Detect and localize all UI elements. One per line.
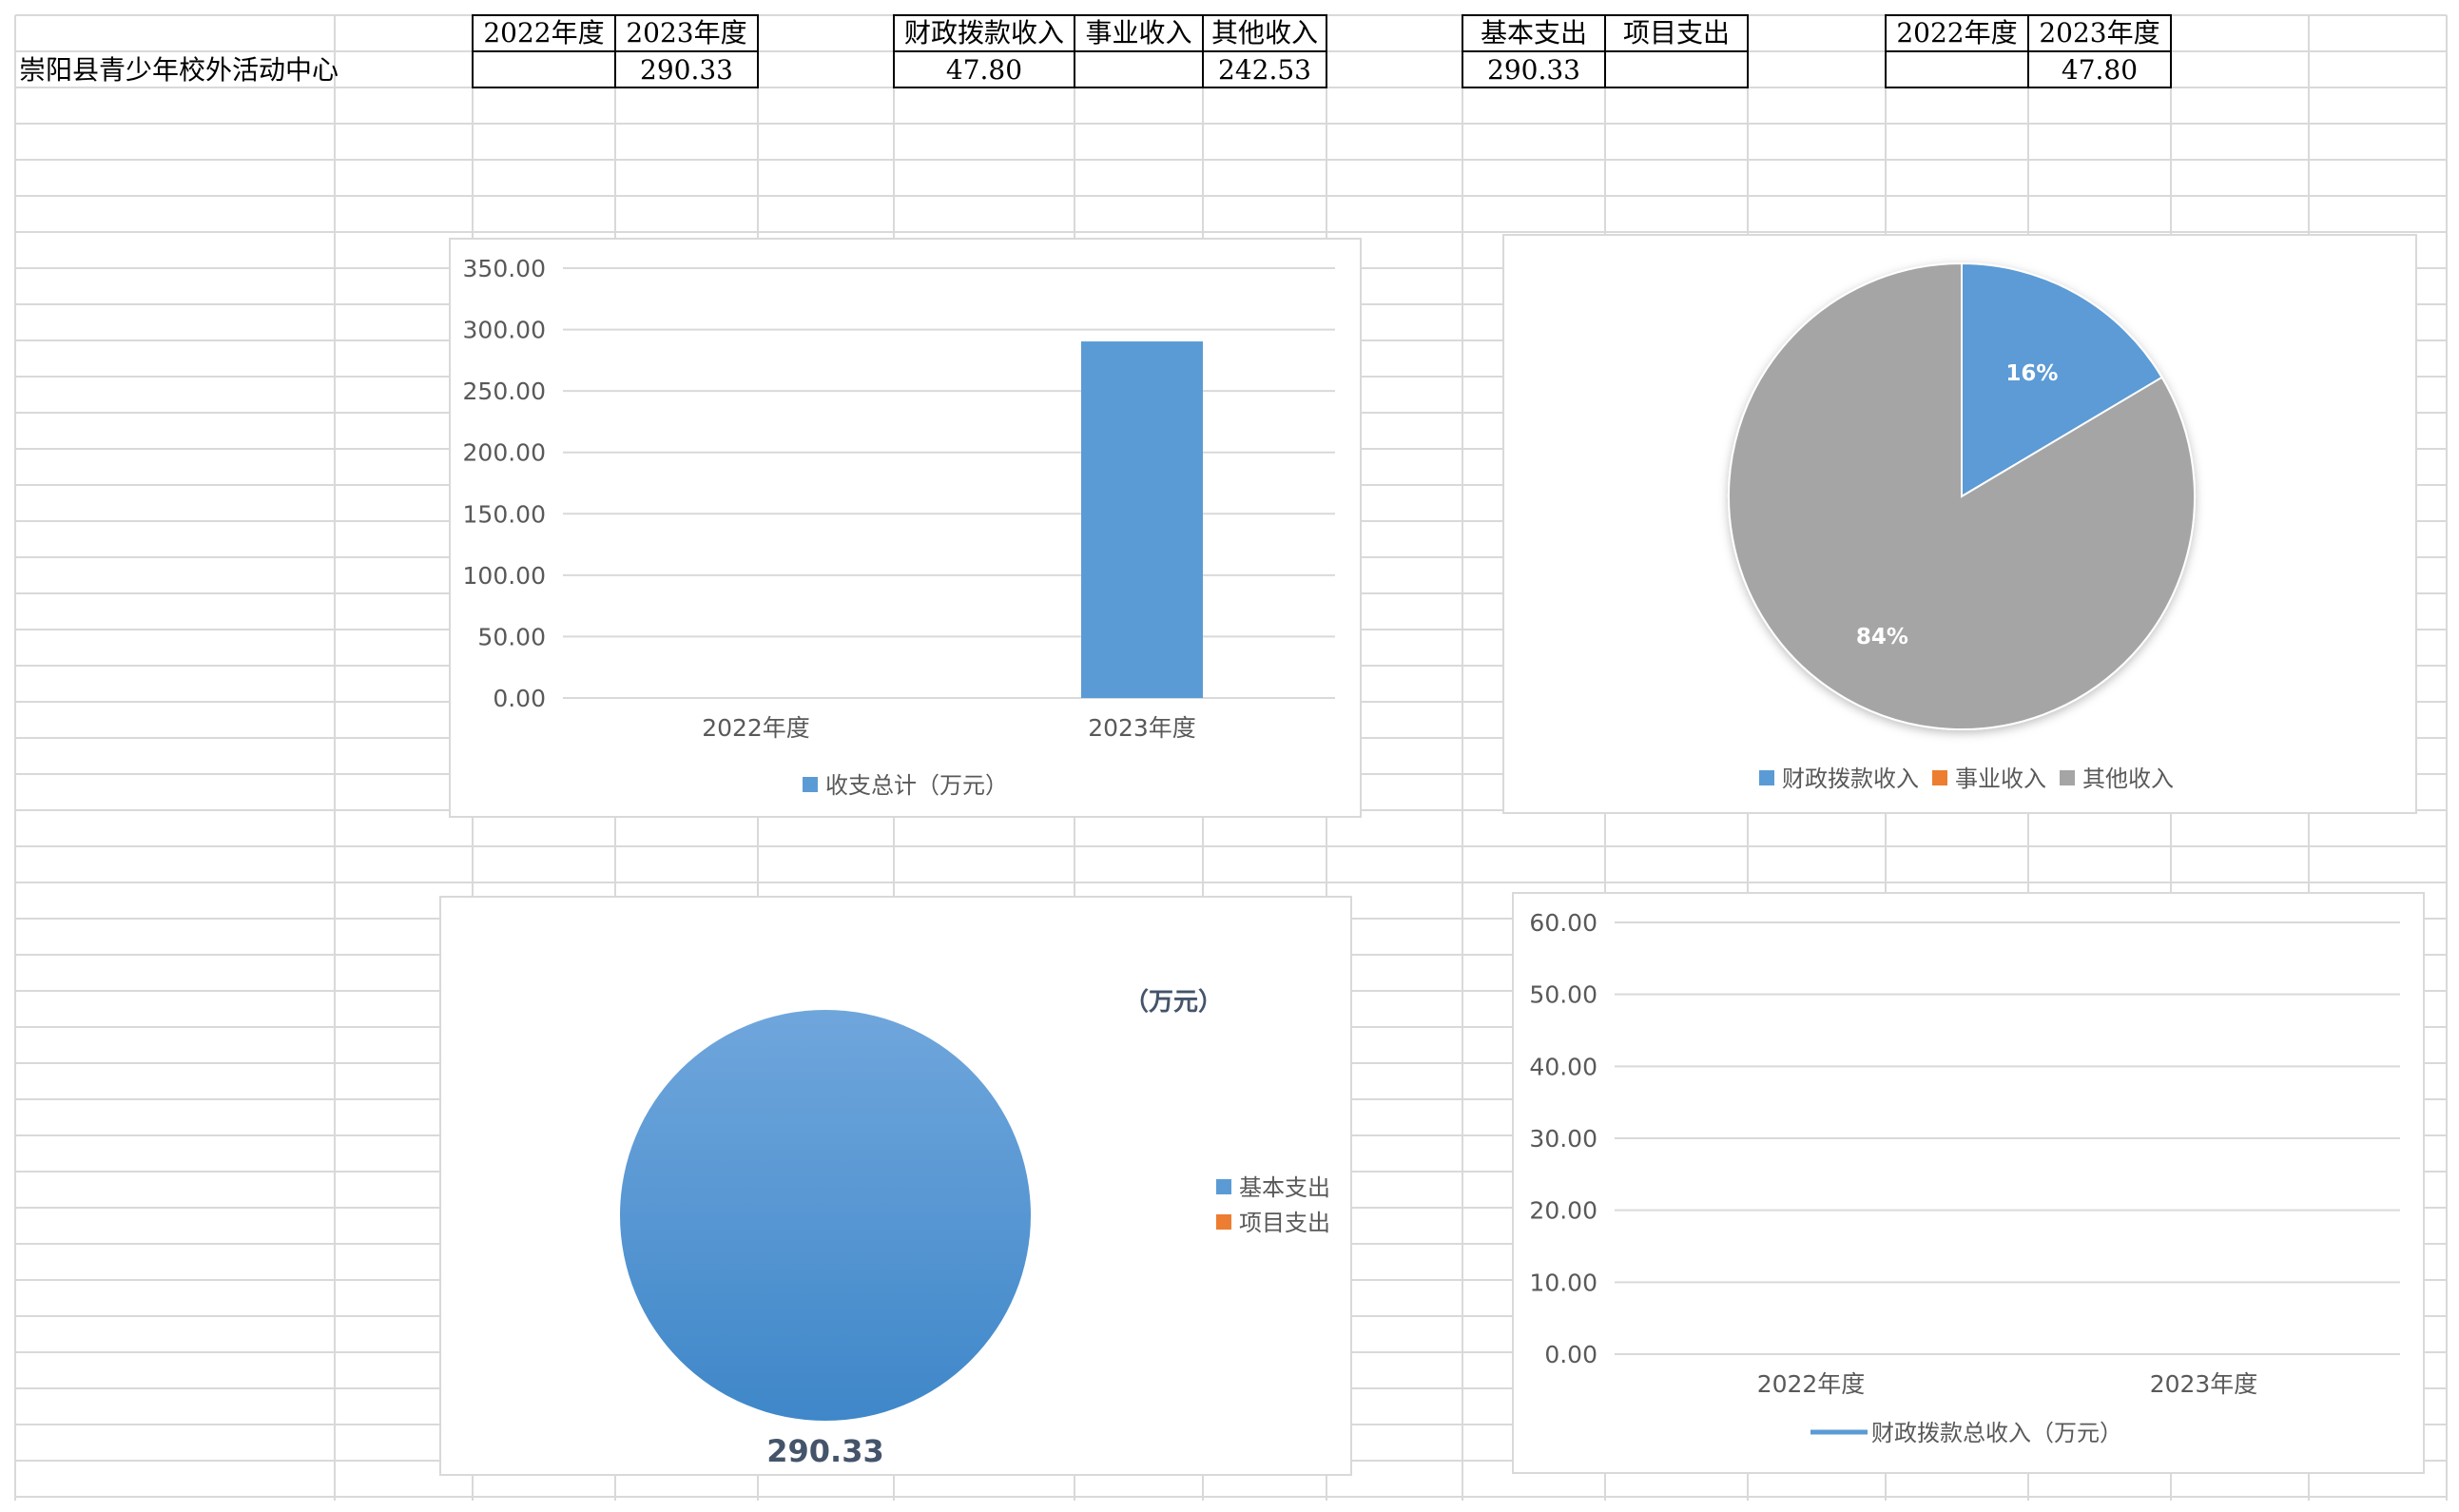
y-tick-label: 20.00 (1529, 1197, 1597, 1225)
bar-chart[interactable]: 0.00 50.00 100.00 150.00 200.00 250.00 300.00 3… (449, 238, 1362, 818)
y-tick-label: 200.00 (463, 439, 546, 467)
legend-swatch (1759, 770, 1774, 785)
pie-slice[interactable] (620, 1010, 1031, 1421)
y-tick-label: 10.00 (1529, 1269, 1597, 1296)
y-tick-label: 40.00 (1529, 1053, 1597, 1080)
t2-header-business[interactable]: 事业收入 (1085, 17, 1192, 48)
y-tick-label: 0.00 (1544, 1341, 1597, 1368)
pie-slice[interactable] (1961, 262, 2163, 498)
t3-value-basic[interactable]: 290.33 (1487, 54, 1580, 86)
t4-value-2023[interactable]: 47.80 (2061, 54, 2139, 86)
y-tick-label: 60.00 (1529, 909, 1597, 937)
pie-data-label: 84% (1856, 625, 1908, 649)
legend-swatch (1216, 1214, 1231, 1230)
y-tick-label: 0.00 (493, 685, 546, 712)
expense-pie-chart[interactable]: 290.33 （万元） 基本支出项目支出 (439, 896, 1352, 1476)
income-pie-canvas: 16% 84% 财政拨款收入 事业收入 其他收入 (1728, 262, 2196, 792)
x-tick-label: 2023年度 (2150, 1370, 2258, 1398)
y-tick-label: 50.00 (477, 623, 546, 650)
pie-slice[interactable] (1728, 262, 2196, 730)
legend-swatch (803, 777, 818, 792)
legend-label: 基本支出 (1239, 1174, 1330, 1201)
legend-label: 项目支出 (1239, 1210, 1330, 1236)
t3-header-basic[interactable]: 基本支出 (1480, 17, 1587, 48)
legend-label: 财政拨款总收入（万元） (1871, 1420, 2122, 1446)
y-tick-label: 300.00 (463, 317, 546, 344)
legend-swatch (1216, 1179, 1231, 1194)
legend-label: 其他收入 (2082, 766, 2174, 792)
x-tick-label: 2022年度 (702, 714, 810, 742)
t1-header-2023[interactable]: 2023年度 (626, 17, 747, 48)
unit-name-cell[interactable]: 崇阳县青少年校外活动中心 (19, 54, 339, 86)
y-tick-label: 50.00 (1529, 981, 1597, 1009)
legend-label: 事业收入 (1955, 766, 2046, 792)
legend-swatch (2060, 770, 2075, 785)
pie-data-label: 16% (2005, 361, 2058, 386)
income-pie-chart[interactable]: 16% 84% 财政拨款收入 事业收入 其他收入 (1502, 234, 2417, 814)
t1-header-2022[interactable]: 2022年度 (483, 17, 605, 48)
bar-chart-canvas: 0.00 50.00 100.00 150.00 200.00 250.00 300.00 3… (463, 255, 1335, 799)
t2-header-other[interactable]: 其他收入 (1210, 17, 1318, 48)
pie-data-label: 290.33 (766, 1433, 883, 1469)
t4-header-2022[interactable]: 2022年度 (1896, 17, 2018, 48)
t1-value-2023[interactable]: 290.33 (640, 54, 733, 86)
y-tick-label: 250.00 (463, 378, 546, 405)
bar[interactable] (1081, 341, 1203, 698)
t2-value-fiscal[interactable]: 47.80 (945, 54, 1023, 86)
legend-label: 财政拨款收入 (1782, 766, 1919, 792)
t4-header-2023[interactable]: 2023年度 (2039, 17, 2160, 48)
x-tick-label: 2023年度 (1088, 714, 1196, 742)
y-tick-label: 100.00 (463, 562, 546, 590)
legend-label: 收支总计（万元） (825, 772, 1008, 799)
y-tick-label: 350.00 (463, 255, 546, 282)
x-tick-label: 2022年度 (1757, 1370, 1866, 1398)
t3-header-project[interactable]: 项目支出 (1622, 17, 1730, 48)
chart-title: （万元） (1124, 988, 1223, 1017)
legend-swatch (1932, 770, 1947, 785)
line-chart-canvas: 0.00 10.00 20.00 30.00 40.00 50.00 60.00 2022年度… (1529, 909, 2400, 1446)
t2-value-other[interactable]: 242.53 (1218, 54, 1311, 86)
y-tick-label: 150.00 (463, 500, 546, 528)
line-chart[interactable]: 0.00 10.00 20.00 30.00 40.00 50.00 60.00 2022年度… (1512, 892, 2425, 1474)
t2-header-fiscal[interactable]: 财政拨款收入 (903, 17, 1064, 48)
y-tick-label: 30.00 (1529, 1125, 1597, 1153)
